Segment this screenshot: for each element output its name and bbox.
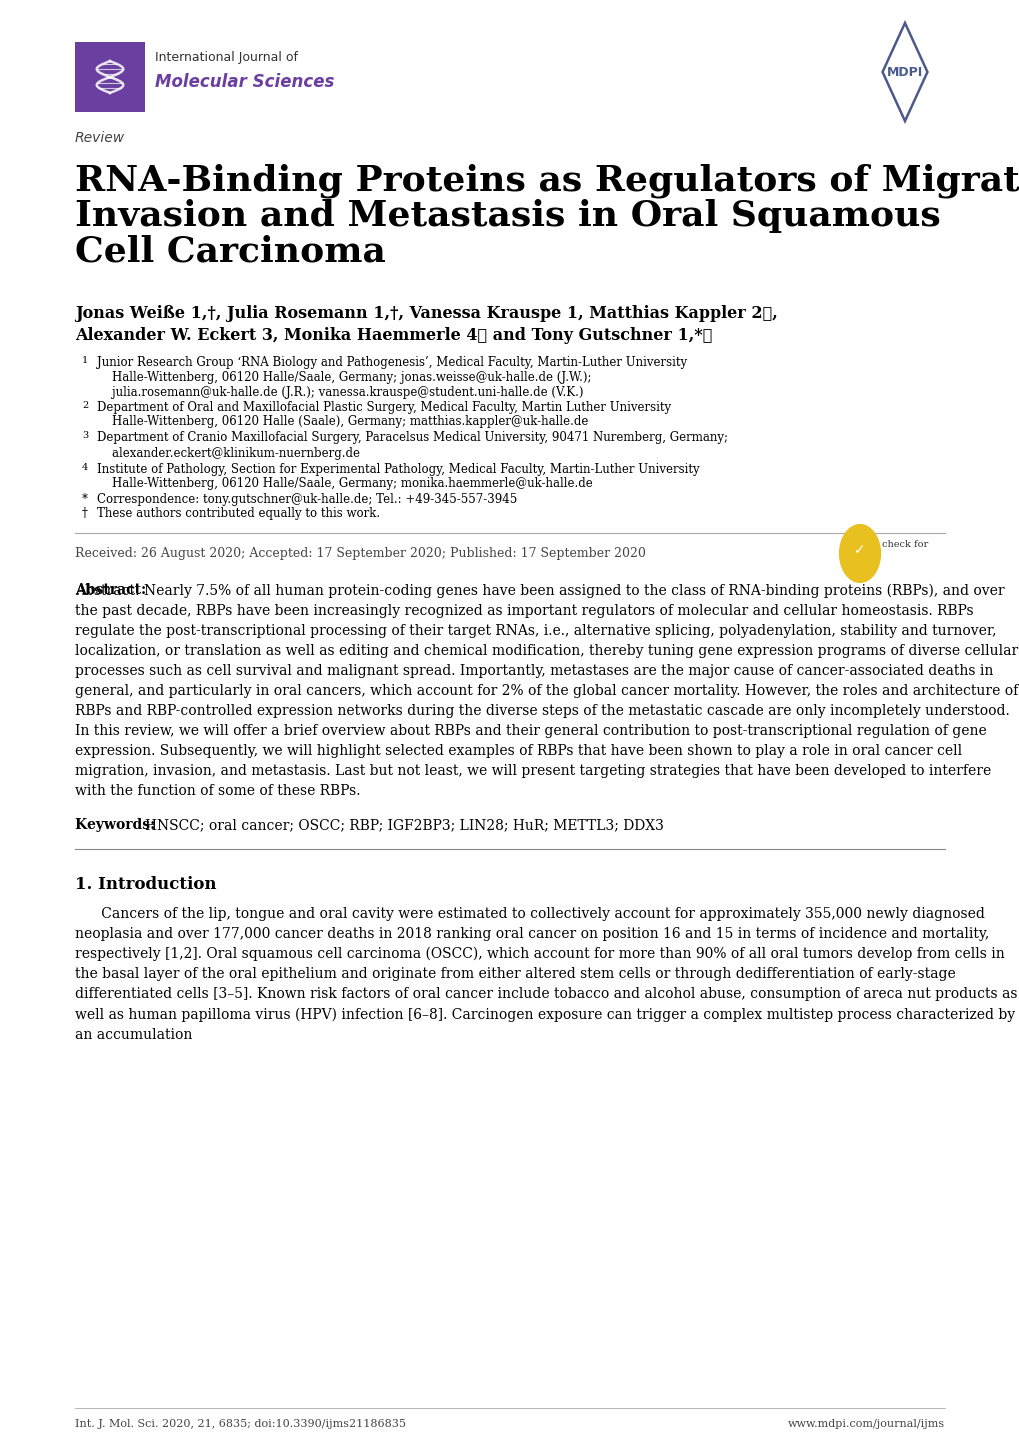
Text: Int. J. Mol. Sci. 2020, 21, 6835; doi:10.3390/ijms21186835: Int. J. Mol. Sci. 2020, 21, 6835; doi:10… <box>75 1419 406 1429</box>
FancyBboxPatch shape <box>75 42 145 112</box>
Text: Department of Oral and Maxillofacial Plastic Surgery, Medical Faculty, Martin Lu: Department of Oral and Maxillofacial Pla… <box>97 401 671 428</box>
Text: ✓: ✓ <box>853 544 865 558</box>
Text: *: * <box>82 493 88 506</box>
Text: Correspondence: tony.gutschner@uk-halle.de; Tel.: +49-345-557-3945: Correspondence: tony.gutschner@uk-halle.… <box>97 493 517 506</box>
Text: Invasion and Metastasis in Oral Squamous: Invasion and Metastasis in Oral Squamous <box>75 199 940 234</box>
Text: 2: 2 <box>82 401 89 410</box>
Text: 1. Introduction: 1. Introduction <box>75 877 216 894</box>
Text: 4: 4 <box>82 463 89 472</box>
Text: Cell Carcinoma: Cell Carcinoma <box>75 235 385 270</box>
Text: International Journal of: International Journal of <box>155 52 298 65</box>
Text: Jonas Weiße 1,†, Julia Rosemann 1,†, Vanessa Krauspe 1, Matthias Kappler 2ⓘ,: Jonas Weiße 1,†, Julia Rosemann 1,†, Van… <box>75 306 777 322</box>
Text: MDPI: MDPI <box>886 65 922 78</box>
Text: check for: check for <box>881 541 927 549</box>
Polygon shape <box>881 23 926 121</box>
Text: †: † <box>82 508 88 521</box>
Text: Cancers of the lip, tongue and oral cavity were estimated to collectively accoun: Cancers of the lip, tongue and oral cavi… <box>75 907 1017 1043</box>
Text: Junior Research Group ‘RNA Biology and Pathogenesis’, Medical Faculty, Martin-Lu: Junior Research Group ‘RNA Biology and P… <box>97 356 687 399</box>
Text: Alexander W. Eckert 3, Monika Haemmerle 4ⓘ and Tony Gutschner 1,*ⓘ: Alexander W. Eckert 3, Monika Haemmerle … <box>75 327 711 345</box>
Circle shape <box>839 525 879 583</box>
Text: Abstract: Nearly 7.5% of all human protein-coding genes have been assigned to th: Abstract: Nearly 7.5% of all human prote… <box>75 584 1017 799</box>
Text: RNA-Binding Proteins as Regulators of Migration,: RNA-Binding Proteins as Regulators of Mi… <box>75 163 1019 198</box>
Text: Review: Review <box>75 131 125 146</box>
Text: 1: 1 <box>82 356 89 365</box>
Text: Keywords:: Keywords: <box>75 819 160 832</box>
Text: HNSCC; oral cancer; OSCC; RBP; IGF2BP3; LIN28; HuR; METTL3; DDX3: HNSCC; oral cancer; OSCC; RBP; IGF2BP3; … <box>145 819 663 832</box>
Text: Abstract:: Abstract: <box>75 584 151 597</box>
Text: 3: 3 <box>82 431 89 440</box>
Text: Department of Cranio Maxillofacial Surgery, Paracelsus Medical University, 90471: Department of Cranio Maxillofacial Surge… <box>97 431 728 460</box>
Text: Received: 26 August 2020; Accepted: 17 September 2020; Published: 17 September 2: Received: 26 August 2020; Accepted: 17 S… <box>75 547 645 559</box>
Text: Molecular Sciences: Molecular Sciences <box>155 74 334 91</box>
Text: Institute of Pathology, Section for Experimental Pathology, Medical Faculty, Mar: Institute of Pathology, Section for Expe… <box>97 463 699 490</box>
Text: www.mdpi.com/journal/ijms: www.mdpi.com/journal/ijms <box>787 1419 944 1429</box>
Text: These authors contributed equally to this work.: These authors contributed equally to thi… <box>97 508 380 521</box>
